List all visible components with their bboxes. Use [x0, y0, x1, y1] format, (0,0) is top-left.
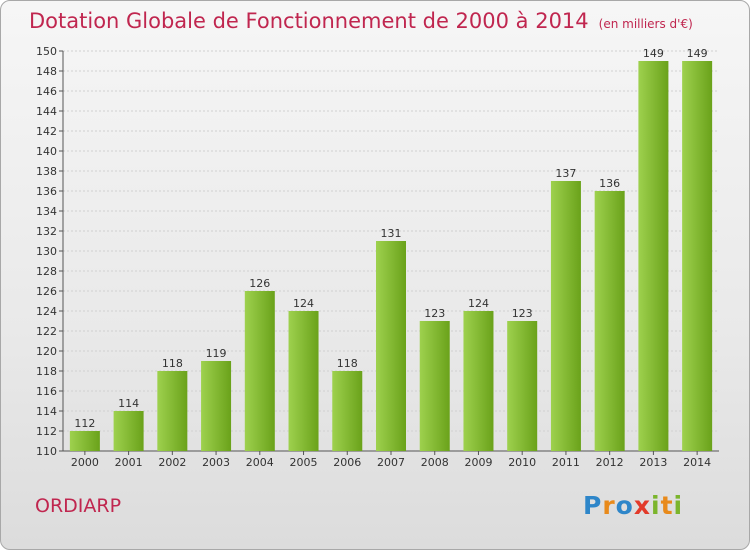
x-tick-label: 2008: [421, 456, 449, 469]
data-label-2005: 124: [293, 297, 314, 310]
y-tick-label: 146: [36, 85, 57, 98]
x-tick-label: 2010: [508, 456, 536, 469]
bar-2008[interactable]: [419, 321, 450, 451]
x-tick-label: 2012: [596, 456, 624, 469]
bar-2011[interactable]: [550, 181, 581, 451]
y-tick-label: 124: [36, 305, 57, 318]
bar-2004[interactable]: [244, 291, 275, 451]
data-label-2006: 118: [337, 357, 358, 370]
y-tick-label: 120: [36, 345, 57, 358]
bar-2013[interactable]: [638, 61, 669, 451]
data-label-2010: 123: [512, 307, 533, 320]
y-tick-label: 132: [36, 225, 57, 238]
y-tick-label: 138: [36, 165, 57, 178]
chart-title: Dotation Globale de Fonctionnement de 20…: [29, 9, 693, 33]
y-tick-label: 142: [36, 125, 57, 138]
y-tick-label: 130: [36, 245, 57, 258]
y-tick-label: 144: [36, 105, 57, 118]
proxiti-logo[interactable]: Proxiti: [583, 491, 684, 520]
commune-name: ORDIARP: [35, 495, 122, 517]
data-label-2002: 118: [162, 357, 183, 370]
x-tick-label: 2006: [333, 456, 361, 469]
bar-2010[interactable]: [507, 321, 538, 451]
bar-2005[interactable]: [288, 311, 319, 451]
bar-2001[interactable]: [113, 411, 144, 451]
data-label-2008: 123: [424, 307, 445, 320]
y-tick-label: 116: [36, 385, 57, 398]
x-tick-label: 2005: [290, 456, 318, 469]
y-tick-label: 150: [36, 45, 57, 58]
x-tick-label: 2014: [683, 456, 711, 469]
y-tick-label: 122: [36, 325, 57, 338]
bar-2009[interactable]: [463, 311, 494, 451]
data-label-2003: 119: [206, 347, 227, 360]
x-tick-label: 2013: [639, 456, 667, 469]
y-tick-label: 126: [36, 285, 57, 298]
x-tick-label: 2004: [246, 456, 274, 469]
x-tick-label: 2001: [115, 456, 143, 469]
bar-2000[interactable]: [69, 431, 100, 451]
bar-2007[interactable]: [376, 241, 406, 451]
y-tick-label: 128: [36, 265, 57, 278]
y-tick-label: 112: [36, 425, 57, 438]
data-label-2000: 112: [74, 417, 95, 430]
data-label-2013: 149: [643, 47, 664, 60]
x-tick-label: 2002: [158, 456, 186, 469]
x-tick-label: 2011: [552, 456, 580, 469]
bar-layer: [69, 61, 713, 451]
y-tick-label: 118: [36, 365, 57, 378]
data-label-2004: 126: [249, 277, 270, 290]
data-label-2014: 149: [687, 47, 708, 60]
bar-2006[interactable]: [332, 371, 363, 451]
data-label-2009: 124: [468, 297, 489, 310]
data-label-2011: 137: [555, 167, 576, 180]
y-tick-label: 148: [36, 65, 57, 78]
chart-title-text: Dotation Globale de Fonctionnement de 20…: [29, 9, 589, 33]
y-tick-label: 140: [36, 145, 57, 158]
x-tick-label: 2007: [377, 456, 405, 469]
axis-layer: 110 112 114 116 118 120 122 124 126 128 130 132 134 1…: [36, 45, 719, 469]
y-tick-label: 134: [36, 205, 57, 218]
data-label-2012: 136: [599, 177, 620, 190]
x-tick-label: 2009: [464, 456, 492, 469]
x-tick-label: 2003: [202, 456, 230, 469]
label-layer: 112 114 118 119 126 124 118 131 123 124 123 137 136 1…: [74, 47, 707, 430]
data-label-2007: 131: [381, 227, 402, 240]
bar-2002[interactable]: [157, 371, 188, 451]
y-tick-label: 136: [36, 185, 57, 198]
bar-2012[interactable]: [594, 191, 625, 451]
x-tick-label: 2000: [71, 456, 99, 469]
bar-2003[interactable]: [201, 361, 232, 451]
bar-2014[interactable]: [682, 61, 713, 451]
data-label-2001: 114: [118, 397, 139, 410]
y-tick-label: 114: [36, 405, 57, 418]
y-tick-label: 110: [36, 445, 57, 458]
chart-subtitle: (en milliers d'€): [598, 17, 693, 31]
